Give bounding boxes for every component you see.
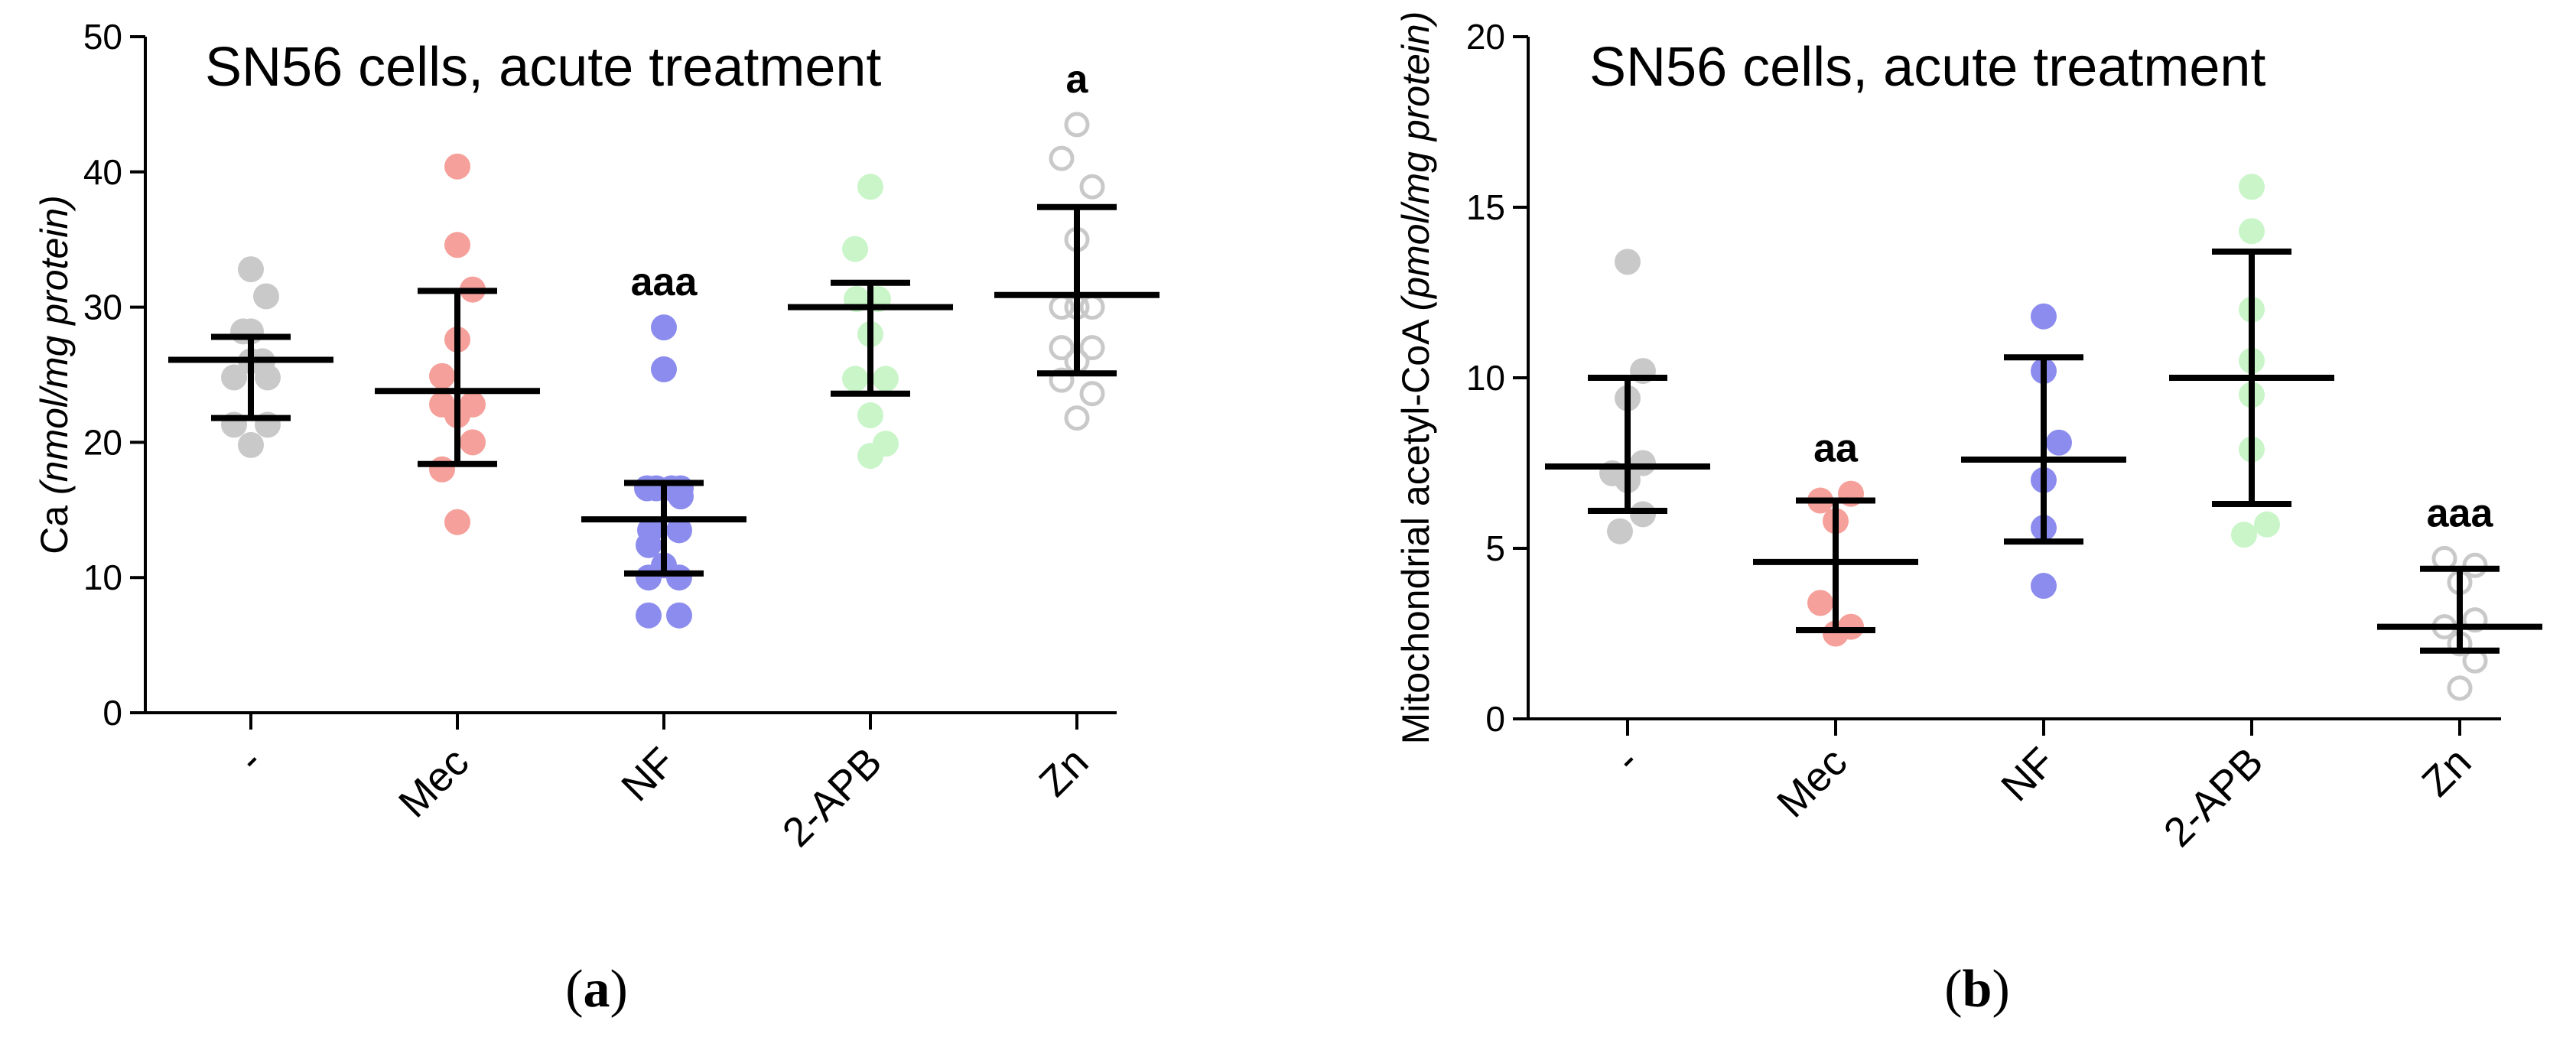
data-point: [253, 283, 279, 310]
chart-title: SN56 cells, acute treatment: [1589, 37, 2265, 98]
x-tick-label: Zn: [2413, 739, 2480, 805]
panel-b: 0 5 10 15 20 - Mec NF 2-APB Zn SN56 cells, acute t…: [1394, 11, 2542, 1019]
y-axis-label-text: Mitochondrial acetyl-CoA: [1394, 310, 1437, 744]
data-point: [444, 232, 470, 258]
y-axis-label-unit: (pmol/mg protein): [1394, 11, 1437, 311]
data-point: [666, 564, 692, 591]
significance-label: a: [1066, 57, 1089, 102]
panel-label-letter: b: [1963, 960, 1992, 1019]
x-tick-label: Mec: [1768, 739, 1856, 827]
data-point: [1064, 405, 1090, 431]
data-point: [666, 602, 692, 629]
data-point: [1049, 367, 1075, 393]
data-point: [1807, 590, 1833, 616]
x-tick-label: -: [229, 739, 271, 781]
panel-label-open: (: [1944, 960, 1962, 1019]
data-point: [857, 402, 883, 429]
panel-label: (b): [1944, 960, 2010, 1019]
panel-label: (a): [565, 960, 628, 1019]
data-point: [460, 429, 486, 456]
x-tick-label: Zn: [1030, 739, 1097, 805]
panel-label-close: ): [610, 960, 628, 1019]
data-point: [636, 564, 662, 591]
significance-label: aaa: [631, 260, 698, 304]
y-axis-label-text: Ca: [33, 495, 76, 554]
data-point: [1049, 335, 1075, 361]
x-tick-label: -: [1605, 739, 1647, 781]
y-tick-label: 0: [1485, 699, 1505, 739]
data-point: [2239, 218, 2265, 245]
y-axis-label: Ca (nmol/mg protein): [33, 195, 76, 554]
data-point: [1064, 112, 1090, 138]
y-tick-label: 20: [1466, 17, 1505, 57]
panel-label-close: ): [1992, 960, 2009, 1019]
significance-label: aa: [1813, 427, 1859, 471]
data-point: [2031, 303, 2057, 330]
y-tick-label: 30: [83, 288, 122, 327]
y-tick-label: 0: [102, 693, 122, 733]
chart-title: SN56 cells, acute treatment: [205, 37, 881, 98]
data-point: [651, 314, 677, 341]
y-tick-label: 15: [1466, 187, 1505, 227]
data-point: [2046, 429, 2072, 456]
x-tick-label: NF: [613, 739, 684, 810]
y-tick-label: 10: [1466, 358, 1505, 398]
data-point: [1079, 381, 1105, 407]
significance-label: aaa: [2427, 491, 2494, 535]
data-point: [2447, 675, 2473, 701]
data-point: [2031, 573, 2057, 600]
y-axis-label: Mitochondrial acetyl-CoA (pmol/mg protei…: [1394, 11, 1437, 745]
data-point: [2462, 552, 2488, 578]
data-point: [842, 366, 868, 392]
data-point: [238, 431, 264, 458]
data-point: [873, 366, 899, 392]
panel-label-open: (: [565, 960, 583, 1019]
y-tick-label: 10: [83, 558, 122, 597]
data-point: [429, 362, 455, 389]
data-point: [857, 443, 883, 470]
data-point: [1049, 145, 1075, 171]
data-point: [1630, 501, 1656, 528]
data-point: [2254, 511, 2280, 538]
y-tick-label: 20: [83, 422, 122, 462]
data-point: [444, 509, 470, 535]
y-tick-label: 40: [83, 152, 122, 192]
x-tick-label: NF: [1992, 739, 2064, 810]
data-point: [1823, 620, 1849, 647]
data-point: [666, 517, 692, 544]
data-point: [2239, 174, 2265, 200]
data-point: [1615, 249, 1641, 275]
y-tick-label: 50: [83, 17, 122, 57]
data-point: [1079, 294, 1105, 320]
data-point: [429, 456, 455, 483]
data-point: [1079, 335, 1105, 361]
data-point: [1607, 518, 1633, 545]
y-axis-label-unit: (nmol/mg protein): [33, 195, 76, 495]
data-point: [2231, 522, 2257, 548]
panel-a: 0 10 20 30 40 50 - Mec NF 2-APB Zn SN56 cells, acut…: [33, 17, 1160, 1019]
x-tick-label: 2-APB: [774, 739, 891, 856]
y-tick-label: 5: [1485, 528, 1505, 568]
data-point: [238, 256, 264, 283]
data-point: [2462, 607, 2488, 633]
data-point: [1079, 174, 1105, 200]
data-point: [842, 236, 868, 262]
data-point: [668, 483, 694, 510]
data-point: [444, 153, 470, 180]
data-point: [636, 532, 662, 558]
data-point: [651, 356, 677, 382]
data-point: [857, 174, 883, 200]
data-point: [221, 364, 247, 391]
panel-label-letter: a: [584, 960, 610, 1019]
data-point: [1630, 450, 1656, 476]
x-tick-label: 2-APB: [2155, 739, 2272, 856]
data-point: [636, 602, 662, 629]
x-tick-label: Mec: [390, 739, 478, 827]
